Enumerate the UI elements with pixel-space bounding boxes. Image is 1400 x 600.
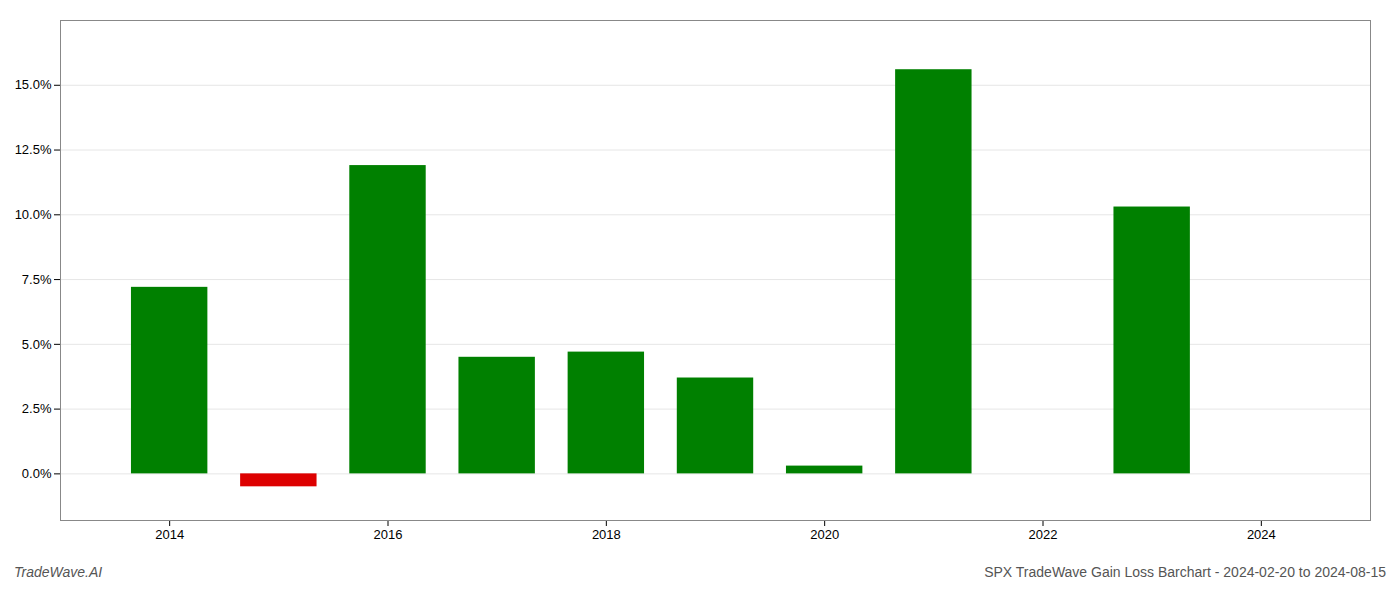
svg-text:7.5%: 7.5% [22, 272, 52, 287]
svg-text:2016: 2016 [374, 527, 403, 542]
html-text:SPX TradeWave Gain Loss Barcha: SPX TradeWave Gain Loss Barchart - 2024-… [984, 564, 1386, 580]
html-text:TradeWave.AI: TradeWave.AI [14, 564, 103, 580]
svg-text:2024: 2024 [1247, 527, 1276, 542]
svg-text:5.0%: 5.0% [22, 336, 52, 351]
svg-text:2014: 2014 [155, 527, 184, 542]
svg-text:15.0%: 15.0% [15, 77, 52, 92]
svg-text:2022: 2022 [1029, 527, 1058, 542]
svg-text:2.5%: 2.5% [22, 401, 52, 416]
svg-text:2020: 2020 [810, 527, 839, 542]
svg-text:10.0%: 10.0% [15, 207, 52, 222]
svg-text:2018: 2018 [592, 527, 621, 542]
svg-text:0.0%: 0.0% [22, 466, 52, 481]
svg-text:12.5%: 12.5% [15, 142, 52, 157]
